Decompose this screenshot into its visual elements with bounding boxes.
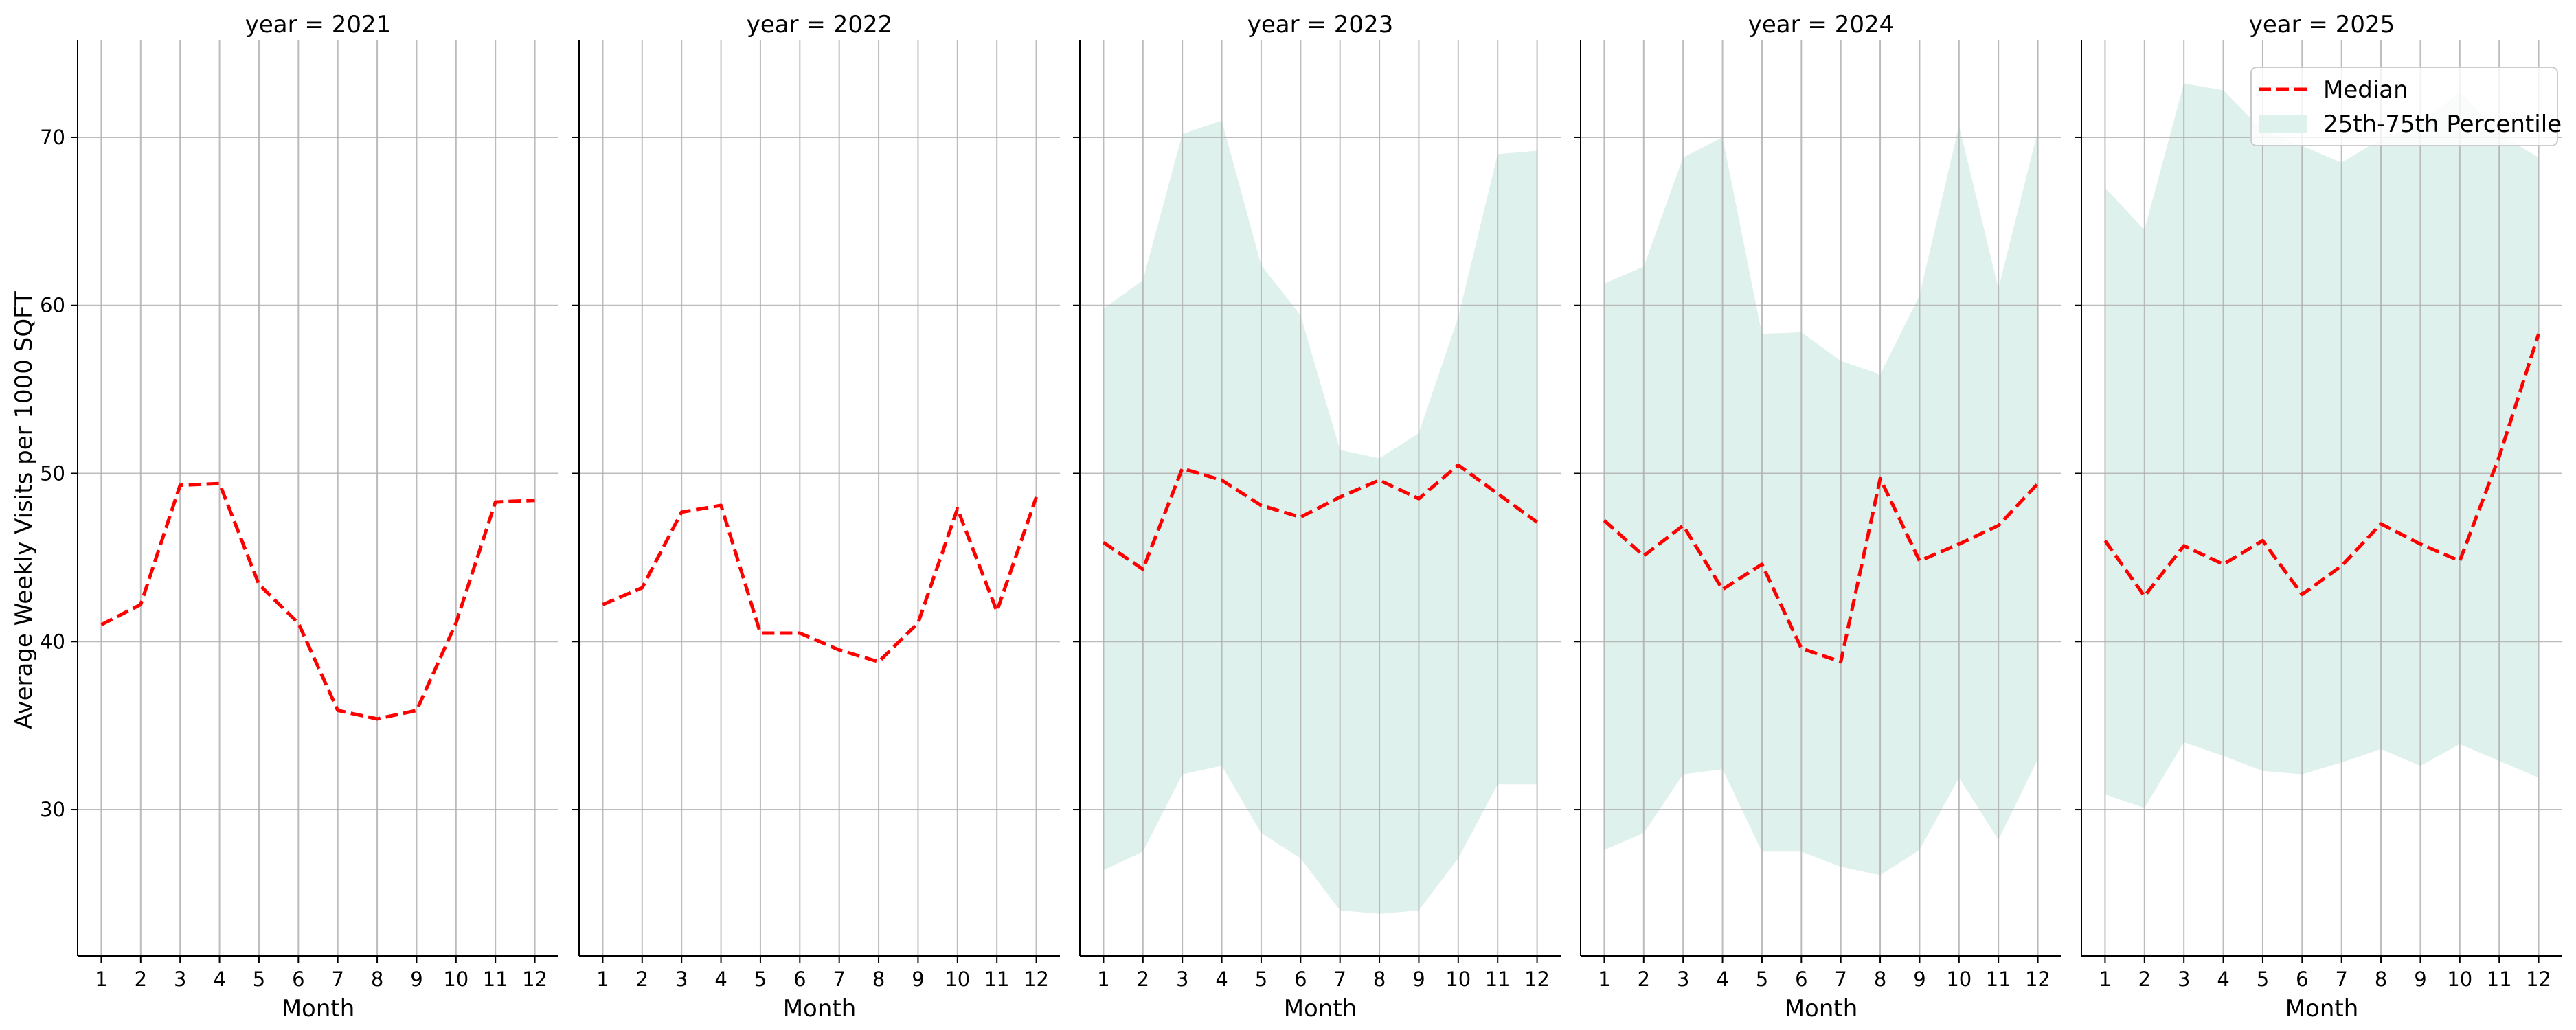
x-tick-label-3: 3 (675, 968, 688, 991)
x-tick-label-7: 7 (1333, 968, 1346, 991)
x-tick-label-7: 7 (1834, 968, 1846, 991)
median-line-2024 (1603, 477, 2040, 664)
legend-frame (2250, 67, 2558, 146)
median-line-2022 (602, 496, 1038, 664)
x-tick-label-6: 6 (793, 968, 806, 991)
x-tick-label-11: 11 (1986, 968, 2011, 991)
legend-band-swatch (2259, 115, 2307, 133)
x-tick-label-12: 12 (2025, 968, 2050, 991)
percentile-band-2023 (1103, 120, 1537, 914)
x-tick-label-1: 1 (95, 968, 107, 991)
y-tick-label-50: 50 (40, 462, 65, 485)
x-tick-label-2: 2 (1137, 968, 1149, 991)
x-tick-label-11: 11 (2487, 968, 2512, 991)
x-tick-label-5: 5 (1756, 968, 1768, 991)
x-tick-label-11: 11 (984, 968, 1010, 991)
x-tick-label-12: 12 (1524, 968, 1550, 991)
x-tick-label-6: 6 (1294, 968, 1307, 991)
median-line-2023 (1102, 463, 1539, 571)
x-tick-label-12: 12 (1024, 968, 1049, 991)
x-tick-label-2: 2 (135, 968, 147, 991)
percentile-band-2024 (1604, 125, 2038, 876)
x-tick-label-8: 8 (2375, 968, 2387, 991)
x-tick-label-9: 9 (410, 968, 422, 991)
x-tick-label-2: 2 (636, 968, 648, 991)
x-tick-label-3: 3 (2178, 968, 2190, 991)
x-tick-label-8: 8 (1874, 968, 1886, 991)
x-tick-label-9: 9 (1412, 968, 1425, 991)
x-tick-label-8: 8 (1373, 968, 1386, 991)
x-tick-label-1: 1 (1598, 968, 1610, 991)
x-tick-label-5: 5 (253, 968, 265, 991)
x-tick-label-1: 1 (2099, 968, 2111, 991)
x-tick-label-5: 5 (2257, 968, 2269, 991)
x-axis-label-2021: Month (282, 995, 355, 1022)
percentile-band-2025 (2105, 83, 2539, 808)
x-tick-label-9: 9 (2414, 968, 2426, 991)
y-axis-label: Average Weekly Visits per 1000 SQFT (10, 291, 38, 729)
median-line-2025 (2103, 333, 2540, 598)
x-tick-label-3: 3 (174, 968, 186, 991)
panel-title-2025: year = 2025 (2249, 11, 2395, 38)
x-tick-label-3: 3 (1677, 968, 1689, 991)
x-tick-label-4: 4 (213, 968, 225, 991)
x-tick-label-4: 4 (1215, 968, 1228, 991)
x-tick-label-11: 11 (1485, 968, 1511, 991)
x-tick-label-6: 6 (292, 968, 304, 991)
x-tick-label-4: 4 (1716, 968, 1728, 991)
legend-band-label: 25th-75th Percentile (2323, 111, 2562, 138)
x-tick-label-10: 10 (2447, 968, 2472, 991)
x-tick-label-4: 4 (2217, 968, 2229, 991)
x-tick-label-6: 6 (2296, 968, 2308, 991)
x-tick-label-3: 3 (1176, 968, 1188, 991)
x-tick-label-10: 10 (945, 968, 970, 991)
x-tick-label-7: 7 (331, 968, 343, 991)
x-tick-label-10: 10 (443, 968, 468, 991)
x-tick-label-4: 4 (714, 968, 727, 991)
x-tick-label-10: 10 (1946, 968, 1971, 991)
x-axis-label-2025: Month (2285, 995, 2359, 1022)
x-tick-label-9: 9 (1913, 968, 1925, 991)
legend: Median 25th-75th Percentile (2250, 67, 2562, 146)
x-tick-label-10: 10 (1445, 968, 1471, 991)
panel-title-2024: year = 2024 (1748, 11, 1894, 38)
x-tick-label-9: 9 (912, 968, 924, 991)
y-tick-label-30: 30 (40, 798, 65, 821)
x-tick-label-7: 7 (833, 968, 845, 991)
y-tick-label-60: 60 (40, 294, 65, 317)
legend-median-label: Median (2323, 76, 2408, 104)
x-tick-label-2: 2 (2138, 968, 2151, 991)
x-tick-label-5: 5 (1255, 968, 1267, 991)
x-axis-label-2023: Month (1284, 995, 1357, 1022)
x-tick-label-2: 2 (1638, 968, 1650, 991)
x-axis-label-2022: Month (783, 995, 857, 1022)
x-tick-label-7: 7 (2335, 968, 2347, 991)
x-tick-label-1: 1 (596, 968, 609, 991)
panel-title-2023: year = 2023 (1247, 11, 1393, 38)
y-tick-label-70: 70 (40, 126, 65, 149)
x-tick-label-8: 8 (872, 968, 885, 991)
median-line-2021 (100, 481, 535, 721)
x-tick-label-11: 11 (483, 968, 508, 991)
x-tick-label-5: 5 (754, 968, 767, 991)
x-tick-label-8: 8 (371, 968, 383, 991)
x-tick-label-1: 1 (1097, 968, 1109, 991)
y-tick-label-40: 40 (40, 630, 65, 653)
x-tick-label-6: 6 (1795, 968, 1807, 991)
x-tick-label-12: 12 (522, 968, 547, 991)
panel-title-2021: year = 2021 (245, 11, 391, 38)
x-axis-label-2024: Month (1785, 995, 1858, 1022)
x-tick-label-12: 12 (2526, 968, 2551, 991)
panel-title-2022: year = 2022 (747, 11, 892, 38)
